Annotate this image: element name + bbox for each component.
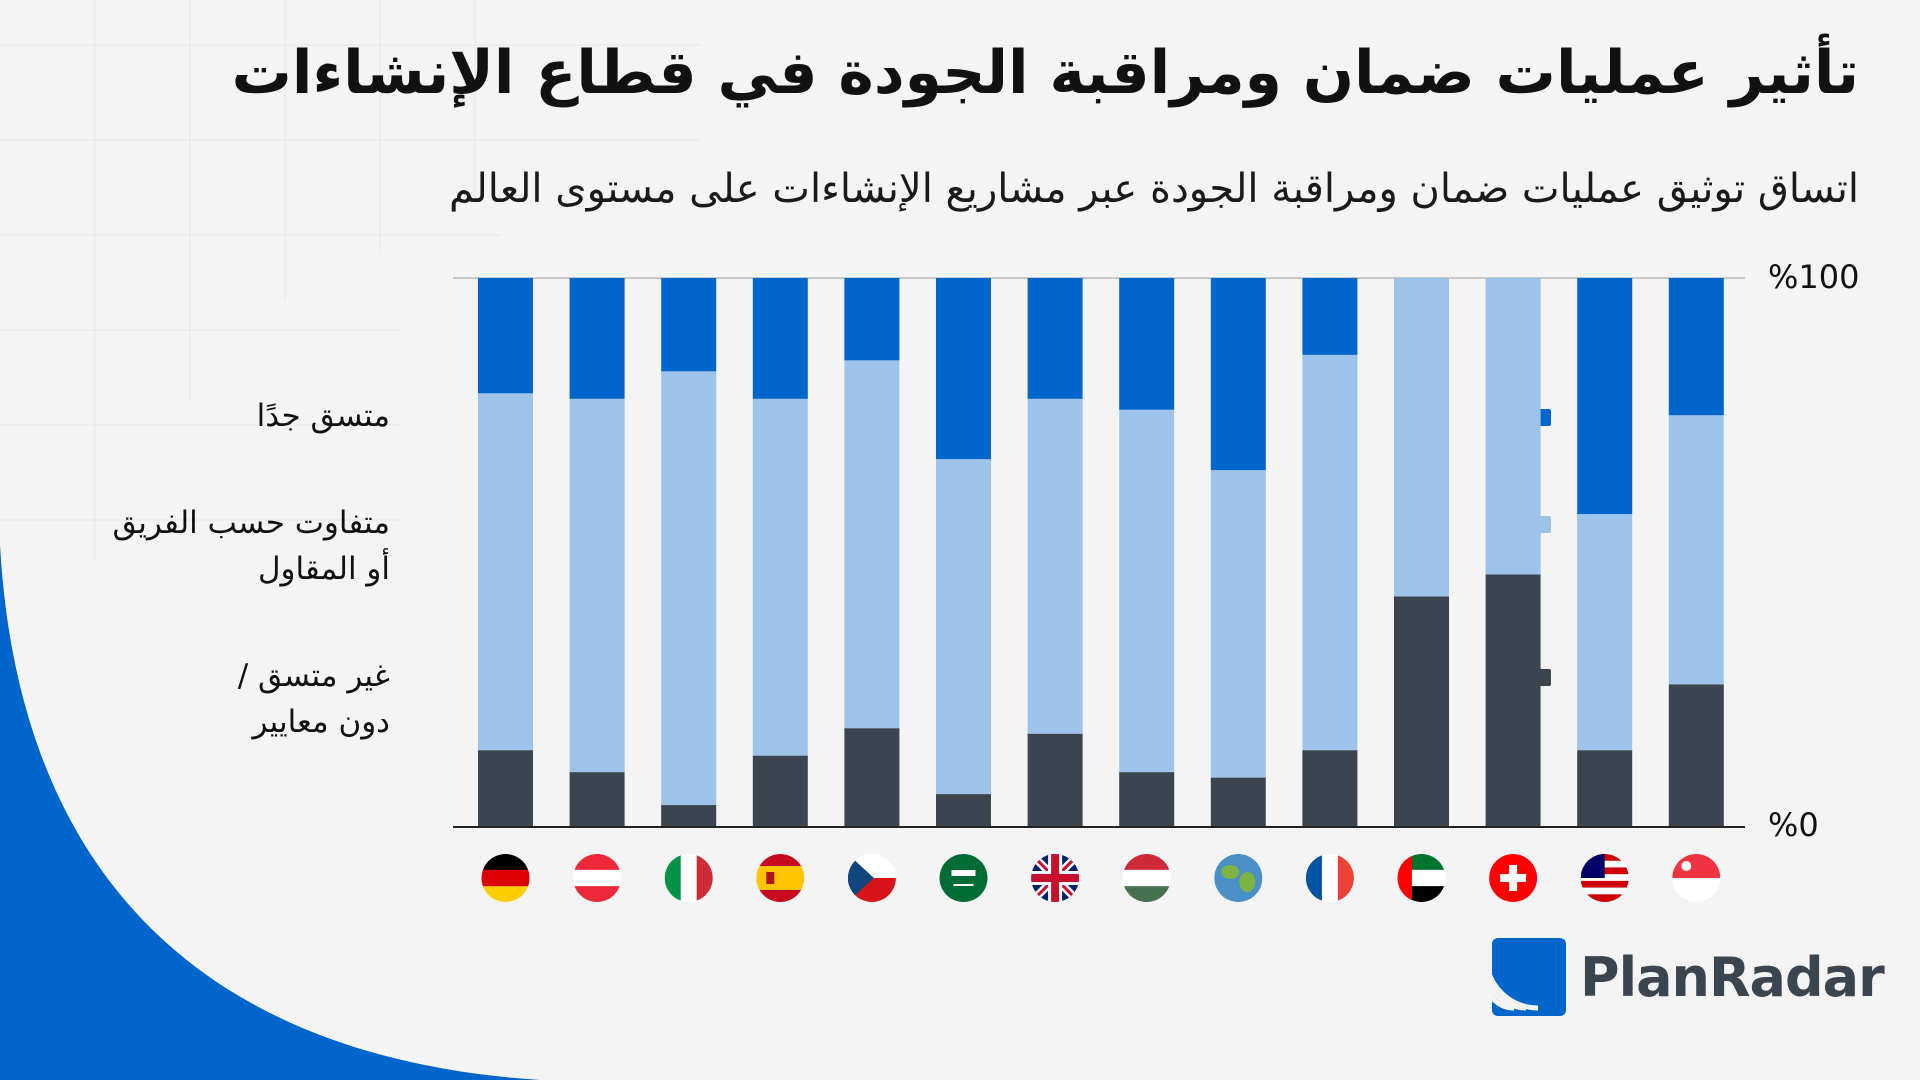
bar-austria-series-1 (569, 398, 625, 773)
bar-malaysia-series-2 (1577, 278, 1633, 515)
flag-saudi-arabia-icon (939, 854, 988, 902)
bar-switzerland-series-0 (1485, 574, 1541, 827)
planradar-logo: PlanRadar (1486, 936, 1885, 1018)
bar-germany-series-1 (478, 393, 533, 751)
flag-czechia-icon (847, 854, 896, 902)
bar-spain-series-0 (752, 755, 808, 827)
bar-france-series-0 (1302, 750, 1358, 827)
flag-switzerland-icon (1489, 854, 1538, 902)
bar-singapore-series-1 (1668, 415, 1724, 685)
flag-germany-icon (481, 854, 530, 902)
chart-title: تأثير عمليات ضمان ومراقبة الجودة في قطاع… (231, 38, 1859, 108)
bar-france-series-2 (1302, 278, 1358, 355)
bar-czechia-series-2 (844, 278, 900, 361)
bar-austria-series-0 (569, 772, 625, 827)
bar-czechia-series-1 (844, 360, 900, 729)
legend-label-inconsistent: غير متسق / دون معايير (237, 658, 390, 740)
bar-uae-series-1 (1394, 278, 1449, 597)
bar-switzerland-series-1 (1485, 278, 1541, 575)
flag-spain-icon (756, 854, 805, 902)
legend-label-varies: متفاوت حسب الفريق أو المقاول (112, 505, 390, 587)
bar-malaysia-series-0 (1577, 750, 1633, 827)
flag-malaysia-icon (1580, 854, 1629, 902)
bar-spain-series-2 (752, 278, 808, 399)
chart-subtitle: اتساق توثيق عمليات ضمان ومراقبة الجودة ع… (448, 166, 1859, 212)
flag-hungary-icon (1122, 854, 1171, 902)
bar-italy-series-1 (661, 371, 717, 806)
flag-united-kingdom-icon (1031, 854, 1080, 902)
bar-hungary-series-1 (1119, 409, 1175, 773)
bar-france-series-1 (1302, 354, 1358, 751)
flag-global-icon (1214, 854, 1263, 902)
bar-global-series-2 (1210, 278, 1266, 471)
bar-germany-series-0 (478, 750, 533, 827)
bar-germany-series-2 (478, 278, 533, 394)
legend-label-very-consistent: متسق جدًا (256, 398, 390, 434)
flag-uae-icon (1397, 854, 1446, 902)
bar-saudi-arabia-series-1 (936, 459, 991, 795)
bar-global-series-1 (1210, 470, 1266, 778)
flag-italy-icon (664, 854, 713, 902)
bar-malaysia-series-1 (1577, 514, 1633, 751)
bar-global-series-0 (1210, 777, 1266, 827)
bar-united-kingdom-series-1 (1027, 398, 1083, 734)
bar-saudi-arabia-series-0 (936, 794, 991, 827)
planradar-logo-icon (1486, 938, 1566, 1016)
bar-singapore-series-2 (1668, 278, 1724, 416)
bar-italy-series-2 (661, 278, 717, 372)
flag-austria-icon (573, 854, 622, 902)
bar-czechia-series-0 (844, 728, 900, 827)
bar-hungary-series-2 (1119, 278, 1175, 410)
bar-singapore-series-0 (1668, 684, 1724, 827)
bar-italy-series-0 (661, 805, 717, 827)
bar-united-kingdom-series-2 (1027, 278, 1083, 399)
y-tick-0: %0 (1768, 806, 1819, 844)
bar-austria-series-2 (569, 278, 625, 399)
bar-united-kingdom-series-0 (1027, 733, 1083, 827)
bar-saudi-arabia-series-2 (936, 278, 991, 460)
flag-singapore-icon (1672, 854, 1721, 902)
flag-france-icon (1305, 854, 1354, 902)
y-tick-100: %100 (1768, 258, 1860, 296)
bar-spain-series-1 (752, 398, 808, 756)
logo-text: PlanRadar (1580, 945, 1885, 1009)
bar-hungary-series-0 (1119, 772, 1175, 827)
blue-corner-shape (0, 545, 540, 1080)
bar-uae-series-0 (1394, 596, 1449, 827)
